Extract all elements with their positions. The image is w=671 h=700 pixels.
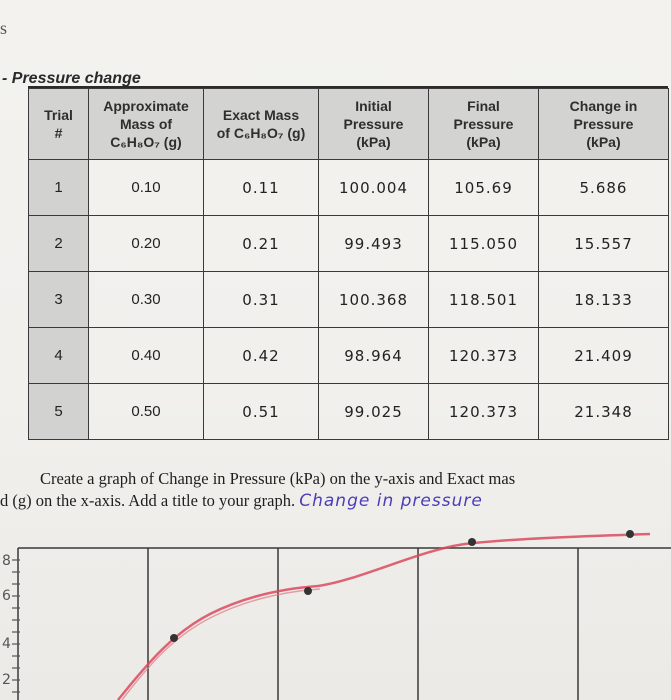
cell-trial: 2 xyxy=(28,215,89,272)
cell-final-pressure: 120.373 xyxy=(428,383,539,440)
cell-trial: 4 xyxy=(28,327,89,384)
header-final-pressure: Final Pressure (kPa) xyxy=(428,88,539,160)
y-axis-ticks xyxy=(12,559,20,693)
header-trial: Trial # xyxy=(28,88,89,160)
cell-change-pressure: 21.348 xyxy=(538,383,669,440)
instructions-line-2: d (g) on the x-axis. Add a title to your… xyxy=(0,491,483,511)
y-tick-label: 6 xyxy=(2,588,11,604)
y-tick-label: 4 xyxy=(2,636,11,652)
cell-exact-mass: 0.11 xyxy=(203,159,319,216)
cell-initial-pressure: 99.493 xyxy=(318,215,429,272)
cell-initial-pressure: 98.964 xyxy=(318,327,429,384)
cell-exact-mass: 0.31 xyxy=(203,271,319,328)
graph-instructions: Create a graph of Change in Pressure (kP… xyxy=(0,468,671,512)
header-exact-mass: Exact Mass of C₆H₈O₇ (g) xyxy=(203,88,319,160)
data-point xyxy=(170,634,178,642)
y-tick-label: 8 xyxy=(2,553,11,569)
header-rule xyxy=(28,86,668,88)
header-approx-mass: Approximate Mass of C₆H₈O₇ (g) xyxy=(88,88,204,160)
table-row: 1 0.10 0.11 100.004 105.69 5.686 xyxy=(28,159,669,216)
table-row: 2 0.20 0.21 99.493 115.050 15.557 xyxy=(28,215,669,272)
cell-approx-mass: 0.40 xyxy=(88,327,204,384)
hand-drawn-graph: 8 6 4 2 xyxy=(2,530,671,700)
header-initial-pressure: Initial Pressure (kPa) xyxy=(318,88,429,160)
cell-change-pressure: 5.686 xyxy=(538,159,669,216)
trend-curve-stroke-2 xyxy=(121,588,321,700)
cell-initial-pressure: 100.004 xyxy=(318,159,429,216)
cell-exact-mass: 0.42 xyxy=(203,327,319,384)
cell-trial: 3 xyxy=(28,271,89,328)
cell-final-pressure: 115.050 xyxy=(428,215,539,272)
cell-final-pressure: 120.373 xyxy=(428,327,539,384)
cell-change-pressure: 18.133 xyxy=(538,271,669,328)
cell-change-pressure: 21.409 xyxy=(538,327,669,384)
cell-change-pressure: 15.557 xyxy=(538,215,669,272)
cell-approx-mass: 0.20 xyxy=(88,215,204,272)
table-header-row: Trial # Approximate Mass of C₆H₈O₇ (g) Exac… xyxy=(28,88,669,160)
data-point xyxy=(626,530,634,538)
cell-final-pressure: 118.501 xyxy=(428,271,539,328)
section-title: - Pressure change xyxy=(2,70,141,87)
instructions-line-1: Create a graph of Change in Pressure (kP… xyxy=(40,469,516,488)
cell-exact-mass: 0.51 xyxy=(203,383,319,440)
data-point xyxy=(468,538,476,546)
pressure-table: Trial # Approximate Mass of C₆H₈O₇ (g) Exac… xyxy=(28,88,669,440)
table-row: 5 0.50 0.51 99.025 120.373 21.348 xyxy=(28,383,669,440)
handwritten-graph-title: Change in pressure xyxy=(299,491,483,511)
cell-approx-mass: 0.10 xyxy=(88,159,204,216)
cell-exact-mass: 0.21 xyxy=(203,215,319,272)
cell-final-pressure: 105.69 xyxy=(428,159,539,216)
cell-trial: 1 xyxy=(28,159,89,216)
cell-initial-pressure: 99.025 xyxy=(318,383,429,440)
graph-grid xyxy=(17,547,671,700)
corner-mark: s xyxy=(0,18,8,38)
table-row: 4 0.40 0.42 98.964 120.373 21.409 xyxy=(28,327,669,384)
cell-approx-mass: 0.50 xyxy=(88,383,204,440)
trend-curve xyxy=(117,532,651,700)
y-tick-label: 2 xyxy=(2,672,11,688)
cell-approx-mass: 0.30 xyxy=(88,271,204,328)
cell-trial: 5 xyxy=(28,383,89,440)
table-row: 3 0.30 0.31 100.368 118.501 18.133 xyxy=(28,271,669,328)
data-point xyxy=(304,587,312,595)
header-change-pressure: Change in Pressure (kPa) xyxy=(538,88,669,160)
cell-initial-pressure: 100.368 xyxy=(318,271,429,328)
